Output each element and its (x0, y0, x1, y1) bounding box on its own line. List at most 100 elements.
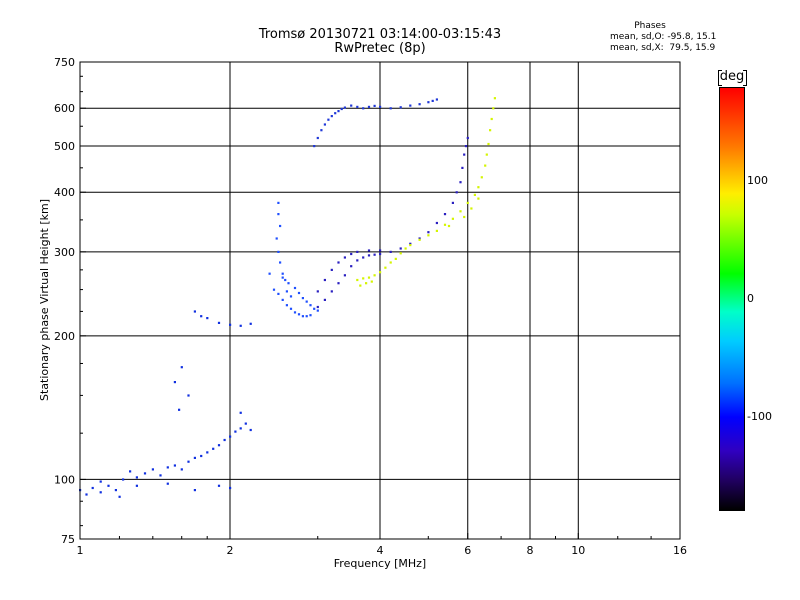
echo-point (107, 484, 110, 487)
echo-point (166, 466, 169, 469)
echo-point (455, 191, 458, 194)
echo-point (373, 253, 376, 256)
echo-point (277, 292, 280, 295)
echo-point (435, 98, 438, 101)
x-tick-label: 8 (527, 544, 534, 557)
echo-point (384, 266, 387, 269)
echo-point (159, 474, 162, 477)
x-tick-label: 16 (673, 544, 687, 557)
echo-point (409, 242, 412, 245)
echo-point (277, 201, 280, 204)
echo-point (301, 315, 304, 318)
echo-point (343, 106, 346, 109)
echo-point (320, 129, 323, 132)
echo-point (461, 166, 464, 169)
echo-point (249, 322, 252, 325)
echo-point (418, 103, 421, 106)
echo-point (193, 489, 196, 492)
phases-heading: Phases (634, 21, 666, 31)
echo-point (473, 193, 476, 196)
echo-point (281, 276, 284, 279)
echo-point (239, 411, 242, 414)
echo-point (316, 136, 319, 140)
echo-point (212, 447, 215, 450)
echo-point (268, 272, 271, 275)
echo-point (367, 249, 371, 252)
echo-point (356, 250, 359, 253)
echo-point (200, 454, 203, 458)
echo-point (487, 142, 490, 146)
echo-point (367, 276, 371, 279)
echo-point (435, 229, 438, 232)
echo-point (373, 104, 376, 107)
echo-point (289, 307, 293, 310)
phase-colorbar (719, 87, 745, 511)
echo-point (217, 444, 221, 447)
echo-point (350, 104, 353, 107)
echo-point (279, 261, 282, 264)
colorbar-tick-label: 100 (747, 174, 768, 188)
echo-point (284, 278, 287, 282)
echo-point (323, 278, 326, 282)
echo-point (459, 181, 462, 184)
echo-point (463, 215, 466, 219)
echo-point (362, 107, 365, 110)
echo-point (404, 247, 407, 250)
echo-point (389, 250, 392, 253)
echo-point (200, 315, 203, 318)
y-tick-label: 300 (54, 246, 75, 259)
y-tick-label: 750 (54, 56, 75, 69)
y-tick-label: 600 (54, 102, 75, 115)
colorbar-tick-label: -100 (747, 409, 772, 423)
echo-point (239, 427, 242, 430)
echo-point (356, 259, 359, 262)
echo-point (327, 118, 330, 121)
echo-point (356, 278, 359, 282)
echo-point (399, 106, 402, 109)
echo-point (379, 249, 382, 252)
echo-point (464, 145, 468, 148)
echo-point (343, 256, 346, 259)
x-tick-label: 6 (464, 544, 471, 557)
echo-point (217, 484, 221, 487)
echo-point (135, 484, 138, 487)
colorbar-bracket-left (718, 70, 722, 86)
colorbar-title: deg (719, 69, 745, 84)
echo-point (239, 324, 242, 327)
axis-ticks: 1 2 4 6 8 10 16 750 600 500 400 300 200 100 75 (54, 56, 687, 557)
echo-point (490, 117, 493, 121)
y-tick-label: 500 (54, 140, 75, 153)
echo-point (316, 309, 319, 312)
echo-point (135, 476, 138, 479)
echo-point (234, 430, 237, 433)
echo-point (337, 261, 340, 264)
x-tick-label: 2 (227, 544, 234, 557)
echo-point (281, 272, 284, 275)
echo-point (118, 495, 121, 498)
echo-point (493, 97, 496, 100)
echo-point (275, 237, 278, 240)
echo-point (206, 451, 209, 454)
echo-point (229, 435, 232, 438)
echo-point (480, 176, 483, 179)
echo-point (309, 304, 312, 307)
y-tick-label: 75 (61, 533, 75, 546)
echo-point (187, 460, 190, 463)
echo-point (206, 317, 209, 320)
echo-point (285, 290, 288, 293)
echo-point (367, 254, 371, 257)
echo-point (356, 105, 359, 108)
echo-point (316, 305, 319, 309)
echo-point (229, 486, 232, 490)
echo-point (316, 290, 319, 293)
echo-point (466, 201, 469, 204)
echo-point (173, 381, 176, 384)
echo-point (359, 284, 362, 287)
echo-point (443, 223, 447, 226)
phase-stats-o: mean, sd,O: -95.8, 15.1 (610, 32, 717, 42)
echo-point (427, 234, 430, 237)
echo-point (293, 286, 297, 290)
echo-point (350, 265, 353, 268)
echo-point (470, 207, 473, 210)
